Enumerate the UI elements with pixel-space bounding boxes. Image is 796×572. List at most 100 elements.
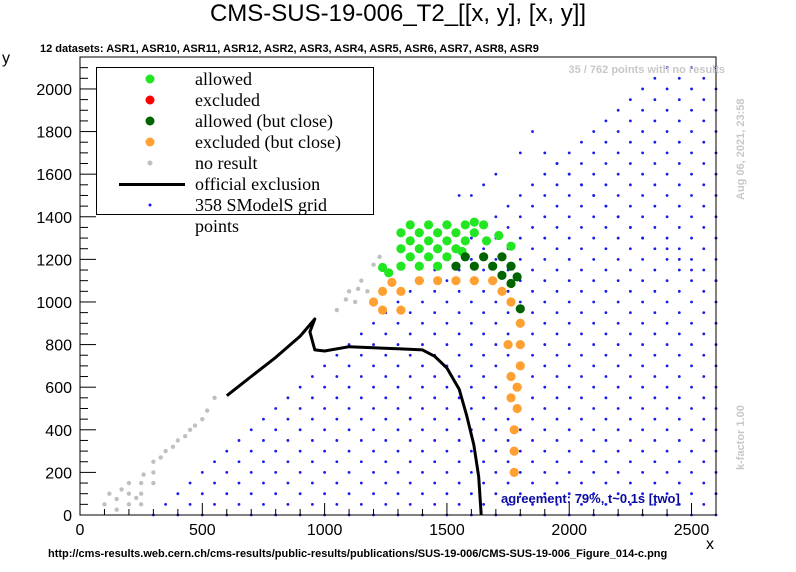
grid-point	[543, 321, 547, 325]
grid-point	[690, 172, 693, 176]
allowed-point	[423, 252, 434, 262]
grid-point	[469, 194, 473, 197]
allowed-close-point	[506, 278, 516, 289]
grid-point	[628, 439, 632, 442]
allowed-point	[414, 261, 424, 271]
grid-point	[628, 332, 632, 336]
grid-point	[702, 332, 706, 336]
grid-point	[580, 268, 583, 272]
grid-point	[628, 396, 632, 400]
grid-point	[592, 236, 596, 240]
x-tick-label: 2000	[551, 522, 587, 539]
grid-point	[421, 470, 424, 474]
grid-point	[384, 353, 388, 357]
grid-point	[677, 76, 681, 80]
grid-point	[372, 470, 375, 474]
grid-point	[457, 353, 461, 357]
grid-point	[628, 119, 632, 123]
excluded-close-point	[509, 446, 519, 456]
grid-point	[555, 247, 559, 251]
grid-point	[323, 428, 327, 432]
grid-point	[665, 172, 669, 176]
no-result-point	[352, 299, 358, 305]
grid-point	[665, 364, 669, 368]
grid-point	[359, 396, 363, 400]
grid-point	[702, 140, 706, 144]
grid-point	[396, 470, 400, 474]
grid-point	[641, 300, 645, 304]
grid-point	[543, 407, 547, 410]
grid-point	[396, 407, 400, 410]
grid-point	[531, 226, 534, 229]
grid-point	[616, 449, 620, 453]
grid-point	[653, 183, 657, 187]
excluded-close-point	[512, 382, 522, 392]
grid-point	[482, 268, 486, 272]
grid-point	[677, 502, 681, 506]
allowed-point	[506, 241, 516, 251]
grid-point	[421, 343, 424, 346]
legend-item-allowed: allowed	[97, 69, 373, 90]
grid-point	[604, 289, 608, 293]
grid-point	[592, 364, 596, 368]
grid-point	[677, 226, 681, 229]
grid-point	[274, 407, 278, 410]
grid-point	[665, 247, 669, 251]
grid-point	[323, 364, 327, 368]
grid-point	[628, 98, 632, 102]
x-tick-label: 1500	[429, 522, 465, 539]
grid-point	[469, 236, 473, 240]
grid-point	[616, 236, 620, 240]
grid-point	[506, 439, 510, 442]
grid-point	[408, 396, 412, 400]
legend-item-allowed-close: allowed (but close)	[97, 111, 373, 132]
grid-point	[677, 396, 681, 400]
grid-point	[457, 502, 461, 506]
grid-point	[665, 194, 669, 197]
grid-point	[567, 257, 571, 261]
grid-point	[641, 151, 645, 155]
grid-point	[580, 183, 583, 187]
grid-point	[592, 257, 596, 261]
excluded-close-point	[469, 276, 479, 286]
allowed-point	[479, 220, 489, 230]
grid-point	[482, 311, 486, 315]
legend-symbol-excluded-close	[107, 132, 189, 153]
grid-point	[457, 439, 461, 442]
y-tick-label: 1800	[36, 125, 72, 142]
grid-point	[604, 332, 608, 336]
grid-point	[628, 247, 632, 251]
grid-point	[469, 385, 473, 389]
grid-point	[347, 385, 351, 389]
grid-point	[628, 502, 632, 506]
grid-point	[604, 268, 608, 272]
grid-point	[433, 502, 437, 506]
grid-point	[531, 481, 534, 485]
grid-point	[494, 321, 498, 325]
allowed-point	[377, 262, 388, 273]
grid-point	[384, 502, 388, 506]
grid-point	[580, 396, 583, 400]
excluded-close-point	[396, 305, 406, 315]
grid-point	[249, 449, 253, 453]
grid-point	[604, 140, 608, 144]
allowed-close-point	[515, 304, 525, 314]
grid-point	[323, 470, 327, 474]
grid-point	[555, 396, 559, 400]
no-result-point	[377, 254, 382, 260]
grid-point	[665, 407, 669, 410]
grid-point	[616, 151, 620, 155]
grid-point	[555, 162, 559, 165]
grid-point	[628, 375, 632, 378]
grid-point	[518, 300, 522, 304]
grid-point	[506, 289, 510, 293]
grid-point	[543, 385, 547, 389]
grid-point	[641, 194, 645, 197]
grid-point	[702, 119, 706, 123]
grid-point	[690, 492, 693, 496]
grid-point	[421, 449, 424, 453]
grid-point	[421, 364, 424, 368]
chart-title: CMS-SUS-19-006_T2_[[x, y], [x, y]]	[209, 0, 587, 27]
grid-point	[237, 439, 241, 442]
grid-point	[555, 439, 559, 442]
